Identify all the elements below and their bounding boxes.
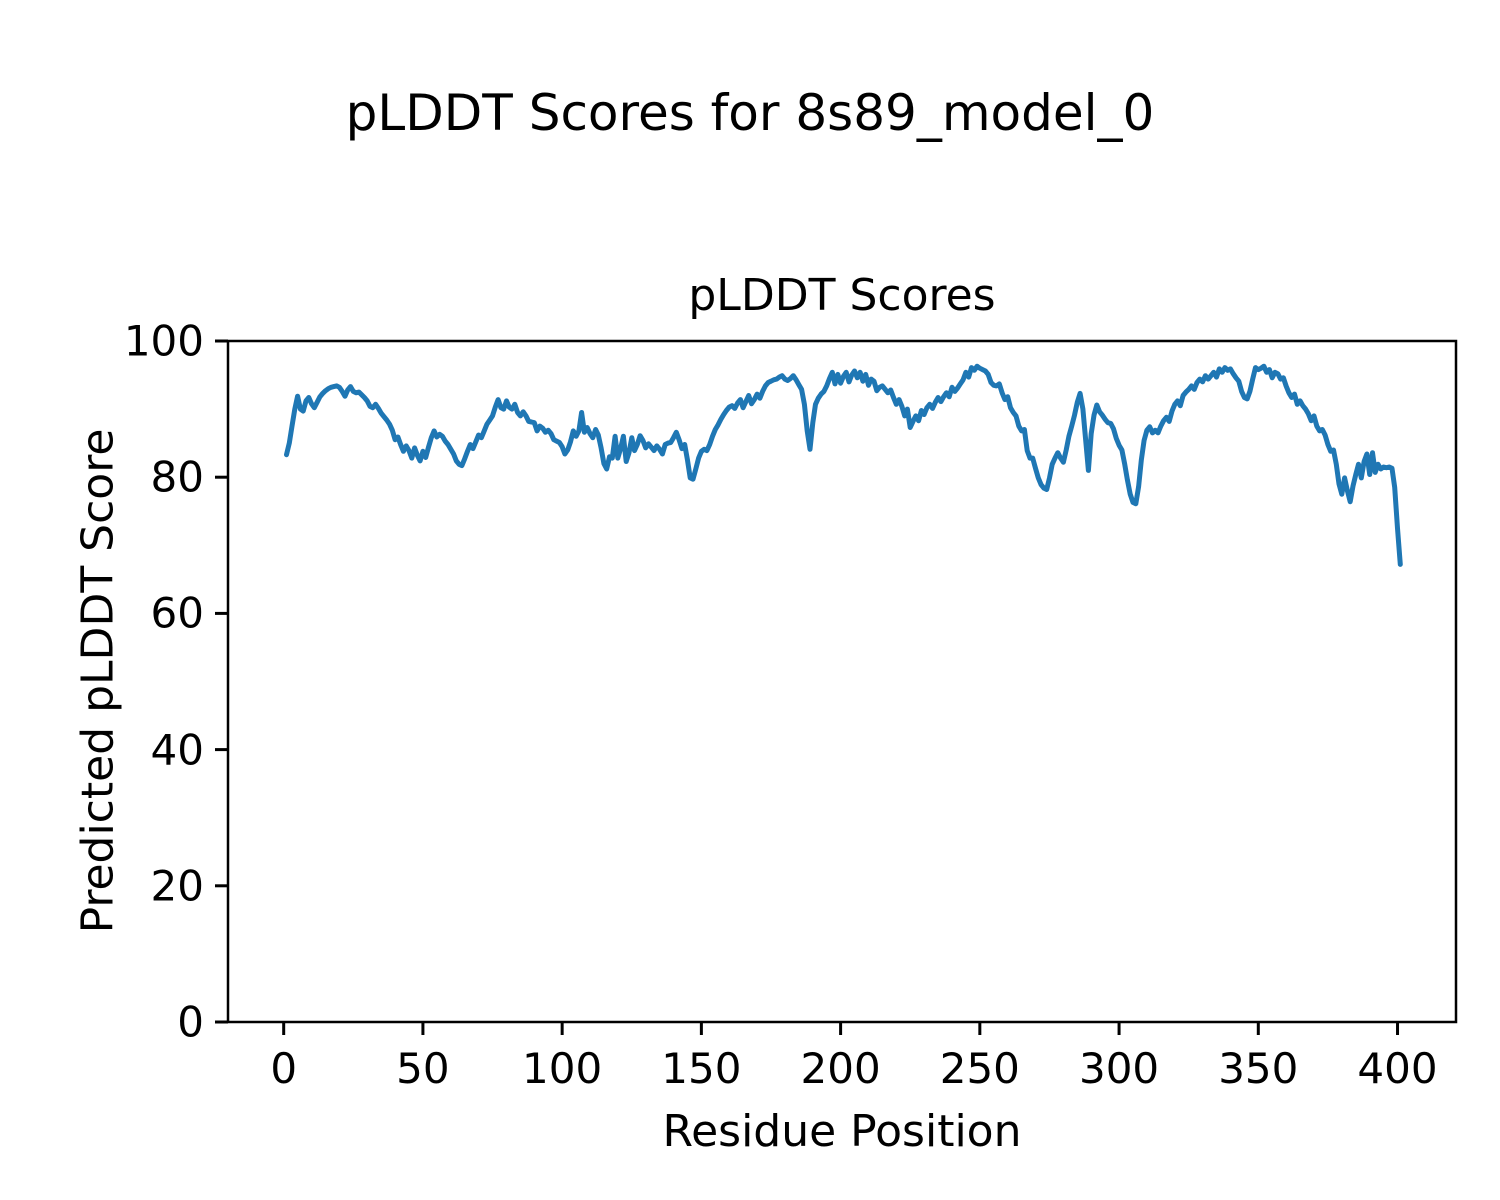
x-tick-label: 400 [1357,1044,1438,1093]
x-tick-label: 300 [1078,1044,1160,1093]
axis-tick-marks [215,339,1400,1035]
axes-title: pLDDT Scores [688,270,996,321]
axes-frame [226,339,1458,1024]
y-tick-label: 80 [150,452,204,502]
y-tick-label: 100 [123,316,204,366]
y-tick-label: 0 [177,997,204,1047]
x-tick-label: 350 [1218,1044,1299,1093]
x-tick-label: 50 [396,1044,450,1093]
y-tick-label: 20 [150,861,204,911]
y-tick-label: 40 [150,725,204,775]
x-axis-label: Residue Position [662,1106,1022,1157]
x-tick-label: 200 [800,1044,881,1093]
x-tick-label: 0 [270,1044,298,1093]
figure-title: pLDDT Scores for 8s89_model_0 [345,84,1155,142]
plddt-line [284,363,1403,567]
x-tick-label: 250 [939,1044,1020,1093]
y-tick-label: 60 [150,588,204,638]
x-tick-label: 150 [661,1044,742,1093]
x-tick-label: 100 [522,1044,603,1093]
